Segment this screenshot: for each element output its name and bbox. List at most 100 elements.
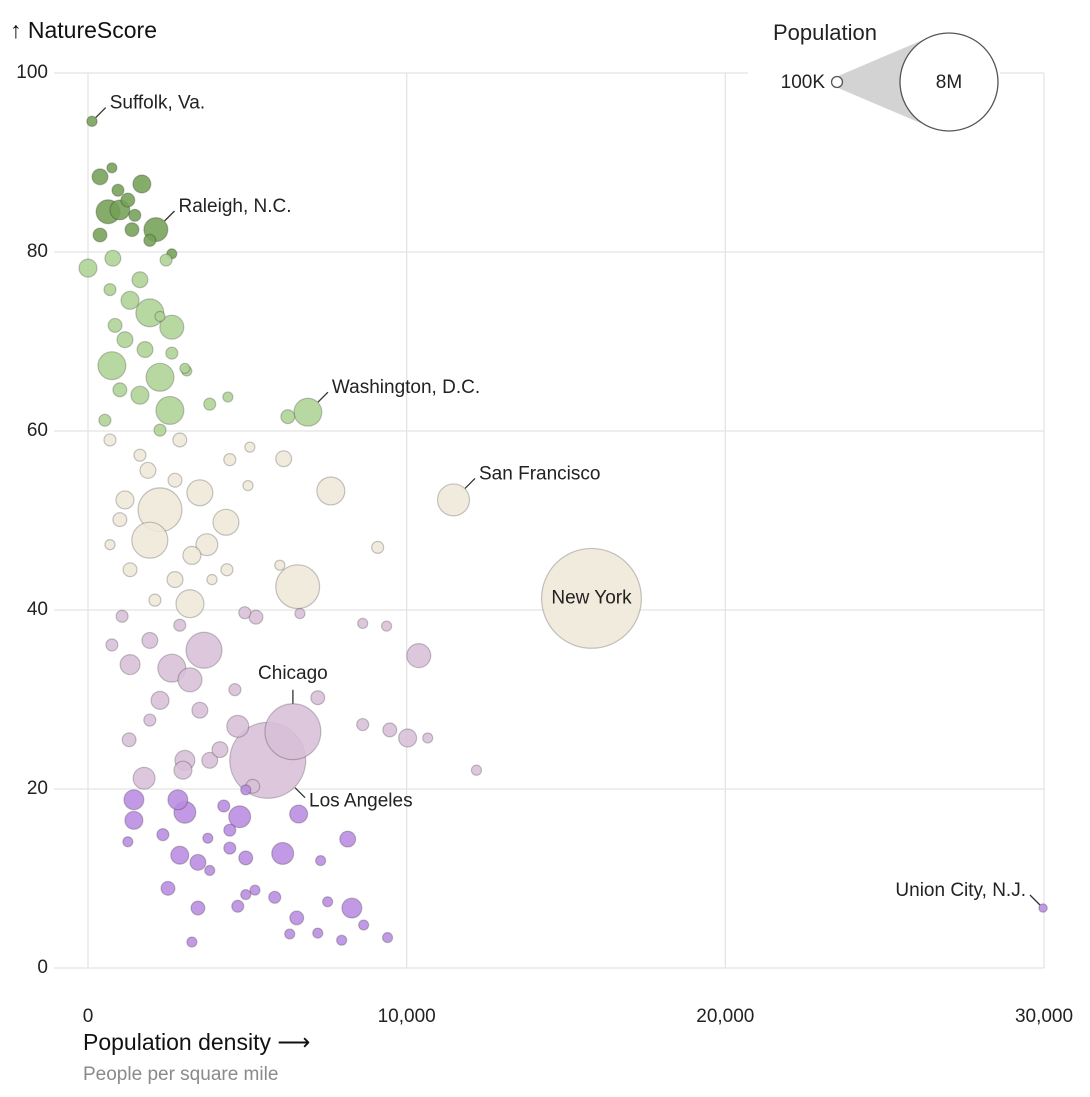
bubble (120, 192, 136, 208)
bubble (339, 830, 357, 848)
bubble (242, 479, 254, 492)
bubble (131, 521, 169, 559)
bubble (167, 472, 183, 488)
bubble (289, 804, 309, 824)
x-tick-label: 10,000 (378, 1006, 436, 1027)
bubble (112, 512, 128, 528)
bubble (182, 545, 202, 566)
bubble (104, 249, 122, 267)
bubble (115, 609, 129, 623)
bubble (150, 690, 170, 710)
bubble (173, 618, 187, 632)
bubble (186, 479, 214, 507)
bubble (203, 397, 217, 411)
bubble (159, 253, 173, 267)
bubble (284, 928, 296, 940)
bubble (191, 701, 209, 719)
bubble (244, 441, 256, 453)
annotations: Raleigh, N.C. Suffolk, Va. Washington, D.C… (95, 93, 1041, 906)
bubble (220, 563, 234, 577)
bubble (97, 351, 127, 381)
bubble (186, 936, 198, 948)
point-label: Chicago (258, 663, 328, 684)
bubble (153, 423, 167, 437)
bubble (155, 395, 185, 425)
bubble (212, 508, 240, 536)
bubble (436, 483, 471, 517)
y-tick-label: 20 (27, 778, 48, 799)
bubble (381, 931, 394, 944)
x-tick-label: 0 (83, 1006, 94, 1027)
legend-title: Population (773, 20, 877, 45)
bubble (106, 162, 118, 174)
bubble (380, 620, 393, 632)
bubble (1038, 903, 1048, 913)
bubble (128, 208, 142, 222)
leader-line (317, 391, 329, 403)
bubble (336, 934, 348, 946)
bubble (160, 880, 176, 896)
bubble (217, 799, 231, 813)
leader-line (1029, 894, 1041, 906)
bubble (382, 722, 398, 738)
bubble (357, 617, 369, 630)
bubble (105, 638, 119, 652)
bubble (145, 362, 175, 392)
bubble (202, 832, 214, 844)
bubble (175, 589, 205, 619)
bubble (130, 385, 150, 405)
bubble (275, 564, 321, 610)
leader-line (95, 107, 107, 119)
bubble (294, 607, 306, 620)
bubble (165, 346, 179, 360)
bubble (103, 282, 117, 297)
bubble (133, 448, 147, 462)
bubble (289, 910, 305, 926)
x-tick-label: 30,000 (1015, 1006, 1073, 1027)
size-legend: Population 100K 8M (773, 20, 999, 132)
x-axis-title: Population density ⟶ (83, 1029, 310, 1055)
point-label: New York (551, 587, 632, 608)
bubble (159, 314, 185, 340)
bubble (470, 764, 483, 776)
bubble (357, 919, 370, 931)
bubble (310, 690, 326, 706)
bubble (228, 805, 252, 829)
bubble (122, 562, 138, 578)
bubble (268, 890, 282, 904)
bubble (120, 290, 140, 310)
bubble (274, 559, 286, 571)
legend-label: 100K (781, 72, 826, 93)
bubble (156, 828, 170, 842)
bubble (356, 717, 370, 732)
bubble (312, 927, 324, 939)
bubble (136, 341, 154, 359)
legend-circle (899, 32, 999, 132)
legend-circle (830, 75, 844, 89)
bubble (238, 850, 254, 866)
bubble (275, 450, 293, 468)
bubble (314, 854, 327, 867)
bubble (98, 413, 112, 427)
points (78, 115, 1048, 948)
bubble (154, 310, 166, 323)
bubble (222, 391, 234, 403)
bubble (170, 845, 190, 865)
bubble (540, 547, 643, 649)
bubble (104, 539, 116, 551)
bubble (398, 728, 418, 748)
bubble (248, 609, 264, 625)
bubble (148, 593, 162, 607)
bubble (293, 397, 323, 427)
grid (54, 72, 1045, 969)
bubble (238, 606, 252, 620)
bubble (195, 533, 219, 557)
bubble (116, 331, 134, 349)
bubble (341, 897, 363, 919)
point-label: Union City, N.J. (895, 880, 1026, 901)
bubble (123, 789, 145, 811)
bubble (122, 836, 134, 848)
bubble (143, 713, 157, 727)
leader-line (464, 477, 476, 489)
